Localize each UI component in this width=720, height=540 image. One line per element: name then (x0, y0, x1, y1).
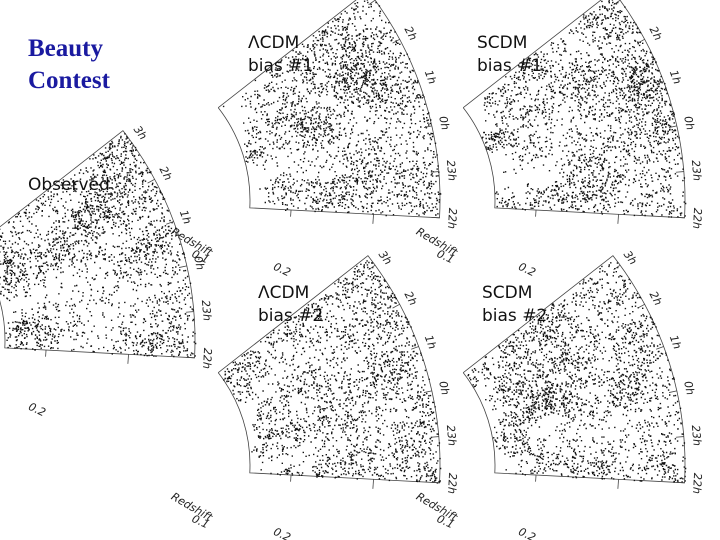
redshift-tick (617, 214, 619, 224)
ra-tick (123, 139, 131, 146)
title-line: Contest (28, 67, 111, 94)
ra-label: 22h (445, 473, 459, 495)
ra-tick (675, 436, 684, 438)
ra-label: 22h (200, 348, 214, 370)
ra-label: 22h (690, 208, 704, 230)
wedge-outline (217, 255, 441, 484)
wedge-outline (0, 130, 196, 359)
ra-label: 0h (681, 115, 697, 131)
ra-label: 23h (689, 425, 704, 447)
ra-tick (411, 81, 419, 85)
panel-label: SCDM (482, 283, 532, 303)
ra-label: 1h (667, 333, 684, 351)
redshift-tick (372, 214, 374, 224)
galaxy-dots (222, 0, 442, 217)
ra-tick (185, 311, 194, 313)
ra-tick (668, 125, 677, 128)
ra-tick (430, 171, 439, 173)
ra-tick (368, 264, 376, 271)
ra-tick (368, 0, 376, 6)
ra-tick (166, 221, 174, 225)
ra-label: 22h (690, 473, 704, 495)
ra-tick (423, 125, 432, 128)
ra-label: 0h (436, 380, 452, 396)
ra-label: 2h (647, 289, 665, 307)
ra-tick (637, 38, 645, 44)
ra-label: 2h (402, 24, 420, 42)
ra-label: 3h (621, 0, 640, 2)
ra-tick (430, 436, 439, 438)
wedge-outline (462, 0, 686, 219)
ra-tick (656, 346, 664, 350)
ra-label: 1h (177, 208, 194, 226)
ra-label: 1h (422, 68, 439, 86)
panel-label: bias #2 (482, 306, 547, 326)
panel-label: bias #1 (477, 56, 542, 76)
ra-label: 2h (402, 289, 420, 307)
galaxy-dots (481, 0, 687, 218)
ra-label: 3h (376, 0, 395, 2)
ra-label: 22h (445, 208, 459, 230)
ra-label: 23h (689, 160, 704, 182)
redshift-tick (372, 479, 374, 489)
ra-tick (637, 303, 645, 309)
ra-label: 23h (444, 425, 459, 447)
redshift-tick (127, 354, 129, 364)
panel-label: ΛCDM (248, 33, 299, 53)
ra-label: 1h (667, 68, 684, 86)
ra-tick (668, 390, 677, 393)
ra-label: 2h (157, 164, 175, 182)
panel-label: SCDM (477, 33, 527, 53)
ra-label: 23h (199, 300, 214, 322)
title-line: Beauty (28, 35, 104, 62)
ra-label: 1h (422, 333, 439, 351)
ra-tick (423, 390, 432, 393)
galaxy-dots (223, 260, 442, 484)
ra-label: 0h (436, 115, 452, 131)
wedge-outline (217, 0, 441, 219)
ra-tick (411, 346, 419, 350)
ra-tick (613, 0, 621, 6)
ra-tick (392, 38, 400, 44)
panel-label: bias #1 (248, 56, 313, 76)
ra-tick (392, 303, 400, 309)
ra-tick (613, 264, 621, 271)
ra-tick (147, 178, 155, 184)
ra-tick (656, 81, 664, 85)
ra-label: 0h (681, 380, 697, 396)
ra-label: 0h (191, 255, 207, 271)
redshift-tick (617, 479, 619, 489)
wedge-outline (462, 255, 686, 484)
panel-label: ΛCDM (258, 283, 309, 303)
panel-label: bias #2 (258, 306, 323, 326)
observed-label: Observed (28, 175, 110, 195)
ra-label: 23h (444, 160, 459, 182)
ra-tick (178, 265, 187, 268)
ra-tick (675, 171, 684, 173)
ra-label: 2h (647, 24, 665, 42)
